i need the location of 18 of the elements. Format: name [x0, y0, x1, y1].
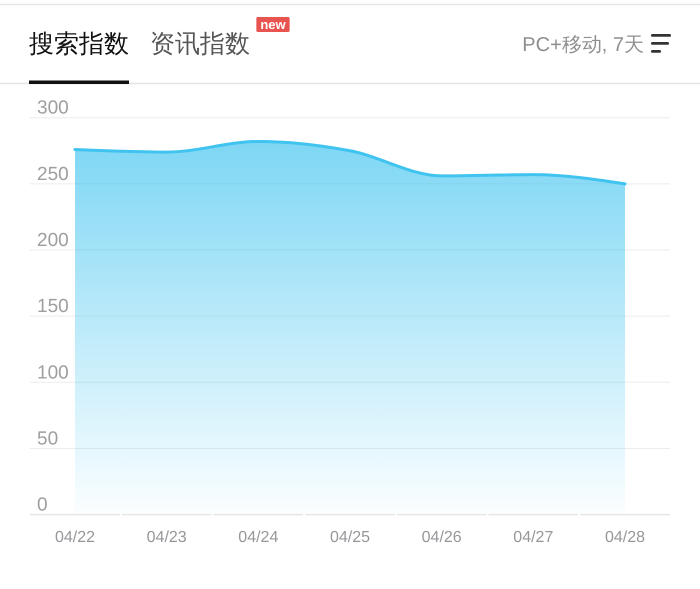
- x-tick-label: 04/24: [238, 529, 278, 546]
- y-tick-label: 250: [37, 164, 69, 185]
- x-tick-label: 04/22: [54, 529, 96, 546]
- x-tick-label: 04/28: [604, 529, 646, 546]
- y-tick-label: 0: [37, 494, 48, 516]
- y-tick-label: 100: [37, 362, 69, 384]
- y-tick-label: 300: [37, 98, 69, 119]
- chart-title: 搜索指数: [29, 30, 129, 58]
- text: 资讯指数: [150, 30, 250, 58]
- text: new: [260, 17, 287, 32]
- y-tick-label: 50: [37, 428, 58, 450]
- chart-subtitle: PC+移动, 7天: [522, 34, 644, 56]
- y-tick-label: 150: [37, 296, 69, 318]
- x-tick-label: 04/25: [330, 529, 370, 546]
- x-tick-label: 04/26: [422, 529, 462, 546]
- x-tick-label: 04/23: [146, 529, 187, 546]
- y-tick-label: 200: [37, 230, 69, 251]
- x-tick-label: 04/27: [513, 529, 554, 546]
